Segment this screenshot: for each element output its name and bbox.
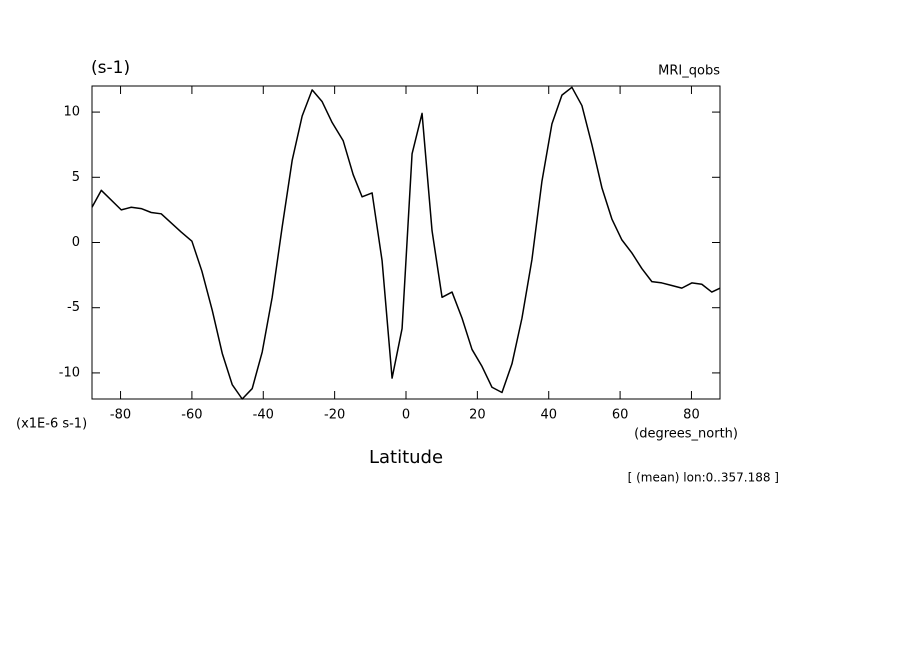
x-tick-label: -60 bbox=[181, 408, 202, 423]
x-tick-label: -20 bbox=[324, 408, 345, 423]
x-tick-label: -80 bbox=[110, 408, 131, 423]
annotation: [ (mean) lon:0..357.188 ] bbox=[628, 471, 779, 485]
x-tick-label: 0 bbox=[402, 408, 410, 423]
plot-frame bbox=[91, 85, 721, 400]
x-tick-label: 40 bbox=[540, 408, 557, 423]
x-unit: (degrees_north) bbox=[634, 427, 738, 442]
y-tick-label: 0 bbox=[72, 235, 80, 250]
y-tick-label: 10 bbox=[63, 105, 80, 120]
chart-title: (s-1) bbox=[91, 58, 130, 78]
y-tick-label: -10 bbox=[59, 365, 80, 380]
x-tick-label: 20 bbox=[469, 408, 486, 423]
line-series bbox=[91, 86, 721, 400]
y-tick-label: -5 bbox=[67, 300, 80, 315]
x-tick-label: 80 bbox=[683, 408, 700, 423]
x-tick-label: -40 bbox=[253, 408, 274, 423]
x-axis-label: Latitude bbox=[369, 447, 443, 468]
x-tick-label: 60 bbox=[612, 408, 629, 423]
y-unit: (x1E-6 s-1) bbox=[16, 417, 87, 432]
y-tick-label: 5 bbox=[72, 170, 80, 185]
chart-subtitle: MRI_qobs bbox=[658, 64, 720, 79]
